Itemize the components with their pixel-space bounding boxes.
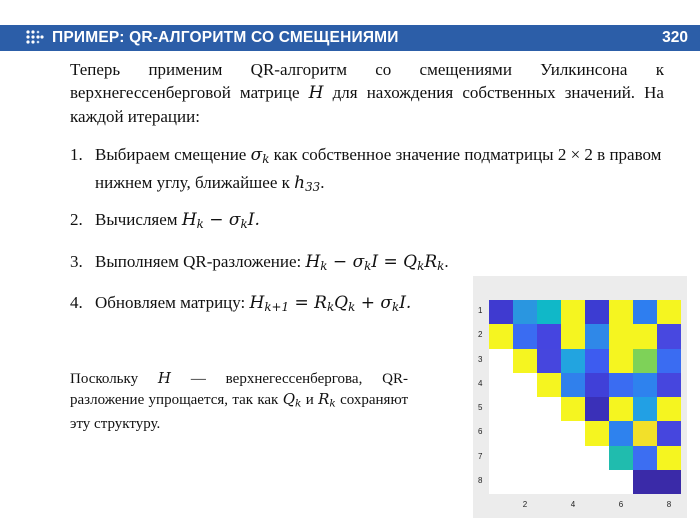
- heatmap-cell: [609, 324, 633, 349]
- hessenberg-heatmap: 1 2 3 4 5 6 7 8 2 4 6 8: [473, 276, 687, 518]
- heatmap-cell: [489, 300, 513, 325]
- heatmap-cell: [633, 445, 657, 470]
- y-tick-label: 3: [478, 354, 483, 364]
- y-tick-label: 8: [478, 475, 483, 485]
- heatmap-cell: [633, 324, 657, 349]
- heatmap-cell: [609, 421, 633, 446]
- heatmap-cell: [657, 324, 681, 349]
- heatmap-cell: [609, 372, 633, 397]
- heatmap-cell: [537, 348, 561, 373]
- heatmap-cell: [561, 397, 585, 422]
- heatmap-cell: [609, 397, 633, 422]
- heatmap-cell: [609, 445, 633, 470]
- heatmap-cell: [585, 300, 609, 325]
- heatmap-cell: [585, 421, 609, 446]
- list-item: 4. Обновляем матрицу: Hk+1 = RkQk + σkI.: [70, 293, 412, 314]
- heatmap-cell: [561, 372, 585, 397]
- note-paragraph: Поскольку H — верхнегессенбергова, QR-ра…: [70, 369, 409, 432]
- x-tick-label: 4: [570, 500, 576, 509]
- y-tick-label: 2: [478, 330, 483, 340]
- heatmap-cell: [585, 324, 609, 349]
- heatmap-cell: [657, 348, 681, 373]
- heatmap-cell: [657, 397, 681, 422]
- slide-header: ПРИМЕР: QR-АЛГОРИТМ СО СМЕЩЕНИЯМИ 320: [0, 25, 700, 51]
- intro-paragraph: Теперь применим QR-алгоритм со смещениям…: [70, 60, 664, 126]
- heatmap-cell: [513, 300, 537, 325]
- heatmap-cell: [561, 300, 585, 325]
- heatmap-cell: [585, 348, 609, 373]
- heatmap-cell: [657, 300, 681, 325]
- heatmap-cell: [537, 324, 561, 349]
- heatmap-cell: [513, 348, 537, 373]
- heatmap-cell: [633, 397, 657, 422]
- y-tick-label: 7: [478, 451, 483, 461]
- page-number: 320: [662, 29, 688, 46]
- heatmap-cell: [657, 445, 681, 470]
- heatmap-cell: [537, 372, 561, 397]
- list-item: 3. Выполняем QR-разложение: Hk − σkI = Qk…: [70, 252, 449, 273]
- y-tick-label: 4: [478, 378, 483, 388]
- heatmap-cell: [561, 324, 585, 349]
- heatmap-cell: [561, 348, 585, 373]
- slide-title: ПРИМЕР: QR-АЛГОРИТМ СО СМЕЩЕНИЯМИ: [52, 29, 399, 46]
- x-tick-label: 6: [618, 500, 624, 509]
- x-tick-label: 8: [666, 500, 672, 509]
- heatmap-cell: [657, 421, 681, 446]
- list-item: 2. Вычисляем Hk − σkI.: [70, 210, 260, 231]
- heatmap-cell: [537, 300, 561, 325]
- heatmap-cell: [489, 324, 513, 349]
- y-tick-label: 5: [478, 403, 483, 413]
- heatmap-cell: [633, 372, 657, 397]
- y-tick-label: 1: [478, 306, 483, 316]
- heatmap-cell: [657, 469, 681, 494]
- plot-area: [489, 300, 681, 494]
- y-tick-label: 6: [478, 427, 483, 437]
- heatmap-cell: [585, 397, 609, 422]
- heatmap-cell: [657, 372, 681, 397]
- heatmap-cell: [633, 421, 657, 446]
- dots-arrow-icon: [26, 30, 44, 44]
- heatmap-cell: [633, 300, 657, 325]
- heatmap-cell: [585, 372, 609, 397]
- heatmap-cell: [609, 348, 633, 373]
- x-tick-label: 2: [522, 500, 528, 509]
- heatmap-cell: [633, 469, 657, 494]
- heatmap-cell: [513, 324, 537, 349]
- heatmap-cell: [633, 348, 657, 373]
- list-item: 1. Выбираем смещение σk как собственное з…: [70, 145, 662, 194]
- heatmap-cell: [609, 300, 633, 325]
